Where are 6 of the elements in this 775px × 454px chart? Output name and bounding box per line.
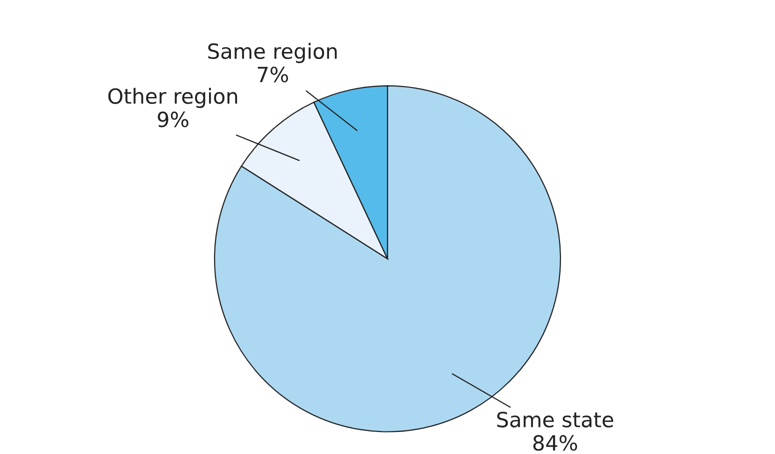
slice-label: Same region bbox=[208, 42, 337, 64]
slice-label: Same state bbox=[497, 412, 614, 428]
data-label: 9% bbox=[158, 112, 188, 128]
data-label: 84% bbox=[533, 435, 578, 451]
data-label: 7% bbox=[258, 66, 288, 82]
slice-label: Other region bbox=[108, 88, 238, 108]
